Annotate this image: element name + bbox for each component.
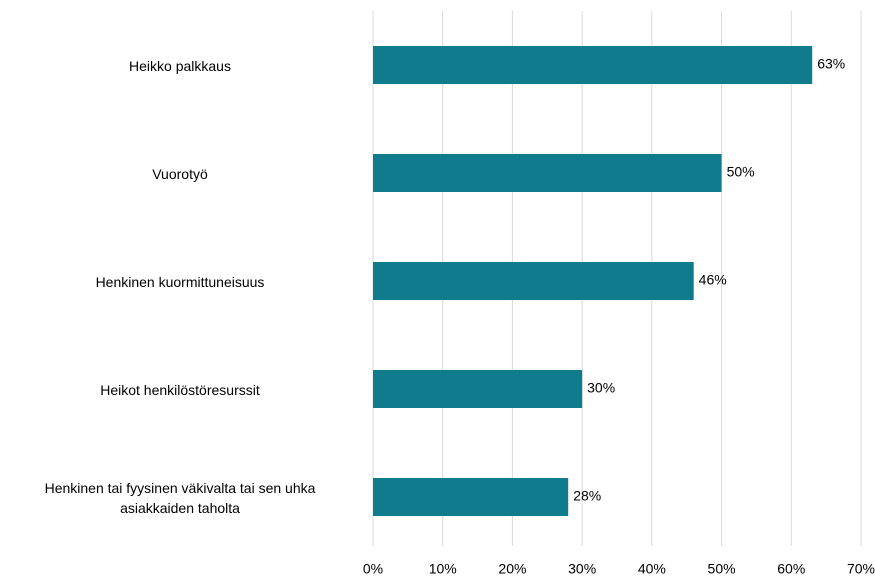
bar <box>373 154 722 192</box>
y-tick-label: Heikko palkkaus <box>129 58 231 74</box>
x-tick-label: 70% <box>847 561 875 576</box>
x-tick-label: 30% <box>568 561 596 576</box>
value-label: 30% <box>587 380 615 396</box>
y-tick-label: Vuorotyö <box>152 166 208 182</box>
x-tick-label: 20% <box>498 561 526 576</box>
value-label: 46% <box>699 272 727 288</box>
x-tick-label: 0% <box>363 561 383 576</box>
x-tick-label: 10% <box>429 561 457 576</box>
value-label: 63% <box>817 56 845 72</box>
y-tick-label: Henkinen kuormittuneisuus <box>95 274 265 290</box>
x-tick-label: 50% <box>708 561 736 576</box>
bar <box>373 46 813 84</box>
bar <box>373 370 583 408</box>
x-tick-label: 40% <box>638 561 666 576</box>
x-tick-label: 60% <box>777 561 805 576</box>
y-tick-label: Henkinen tai fyysinen väkivalta tai sen … <box>44 480 316 516</box>
bar <box>373 262 694 300</box>
bar <box>373 478 569 516</box>
y-tick-label: Heikot henkilöstöresurssit <box>100 382 260 398</box>
value-label: 50% <box>727 164 755 180</box>
value-label: 28% <box>573 488 601 504</box>
